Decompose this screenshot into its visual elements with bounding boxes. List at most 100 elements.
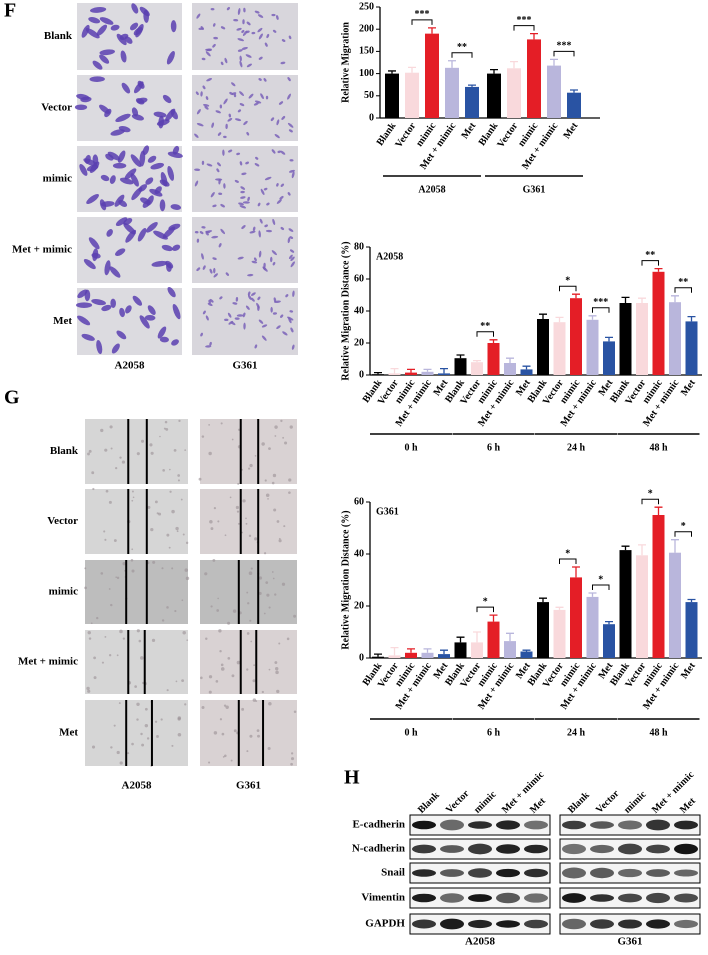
cell xyxy=(227,656,231,660)
cell xyxy=(268,447,271,451)
bar xyxy=(520,651,533,658)
cell xyxy=(154,720,158,723)
cell xyxy=(172,303,181,320)
cell xyxy=(177,474,181,477)
error-bar xyxy=(522,365,531,370)
cell xyxy=(287,122,294,128)
cell xyxy=(182,533,185,536)
cell xyxy=(251,292,256,296)
band xyxy=(646,892,670,904)
row-label: Met + mimic xyxy=(18,656,78,668)
bar xyxy=(507,68,521,118)
cell xyxy=(253,102,259,106)
cell xyxy=(289,310,294,313)
error-bar xyxy=(473,631,481,643)
band xyxy=(524,919,548,929)
cell xyxy=(222,756,225,758)
band xyxy=(674,869,698,877)
row-label: N-cadherin xyxy=(352,843,405,855)
cell xyxy=(105,489,109,493)
cell xyxy=(194,231,199,234)
error-bar xyxy=(408,66,416,73)
x-tick-label: Vector xyxy=(393,120,418,150)
cell xyxy=(264,479,267,482)
cell xyxy=(275,670,279,675)
row-label: Vimentin xyxy=(361,892,405,904)
cell xyxy=(124,168,137,180)
cell xyxy=(254,257,257,262)
cell xyxy=(92,487,95,491)
cell xyxy=(223,135,227,139)
error-bar xyxy=(456,636,465,643)
cell xyxy=(140,439,145,443)
cell xyxy=(186,639,189,641)
cell xyxy=(209,299,214,303)
cell xyxy=(218,243,222,248)
cell xyxy=(116,33,127,46)
cell xyxy=(235,505,240,510)
band xyxy=(674,893,698,903)
cell xyxy=(87,630,91,635)
cell xyxy=(144,314,156,321)
cell xyxy=(165,427,169,431)
cell xyxy=(213,731,218,735)
cell xyxy=(149,188,163,197)
cell xyxy=(277,150,282,154)
cell xyxy=(224,57,228,64)
bar xyxy=(537,602,549,658)
lane-label: Blank xyxy=(566,790,592,816)
error-bar xyxy=(423,368,432,372)
cell xyxy=(147,305,156,315)
cell xyxy=(245,54,252,58)
band xyxy=(412,893,436,903)
y-tick-label: 20 xyxy=(354,600,364,611)
cell xyxy=(91,298,106,306)
cell xyxy=(147,155,157,163)
cell xyxy=(159,336,169,343)
bar xyxy=(652,515,665,658)
error-bar xyxy=(654,267,663,272)
cell xyxy=(96,24,108,36)
cell xyxy=(276,325,281,330)
cell xyxy=(149,443,153,447)
bar xyxy=(372,374,384,375)
cell xyxy=(133,81,144,94)
cell xyxy=(287,237,291,244)
cell xyxy=(201,160,205,165)
cell xyxy=(280,226,285,231)
bar xyxy=(586,319,599,375)
cell xyxy=(255,156,259,160)
cell xyxy=(84,567,87,570)
cell xyxy=(289,236,294,239)
error-bar xyxy=(530,32,538,40)
cell xyxy=(259,218,263,224)
cell xyxy=(268,668,271,671)
cell xyxy=(273,300,281,304)
bar xyxy=(547,65,561,118)
cell xyxy=(209,268,213,274)
significance-label: *** xyxy=(593,297,608,308)
band xyxy=(562,843,586,855)
cell xyxy=(243,322,246,330)
error-bar xyxy=(555,316,564,323)
cell xyxy=(243,120,248,126)
x-tick-label: Met xyxy=(459,120,478,141)
cell xyxy=(165,260,174,269)
significance-label: * xyxy=(648,488,653,499)
row-label: Met xyxy=(59,727,78,739)
cell xyxy=(177,479,180,482)
cell xyxy=(115,576,117,578)
error-bar xyxy=(570,89,578,93)
cell xyxy=(119,177,134,185)
cell xyxy=(261,442,265,446)
cell xyxy=(161,244,173,252)
cell xyxy=(89,76,105,82)
cell xyxy=(241,225,246,229)
micrograph xyxy=(192,288,298,355)
cell xyxy=(185,541,189,545)
cell xyxy=(167,151,183,158)
cell xyxy=(289,425,293,429)
cell xyxy=(81,333,95,341)
cell xyxy=(131,107,139,117)
cell xyxy=(226,7,230,11)
